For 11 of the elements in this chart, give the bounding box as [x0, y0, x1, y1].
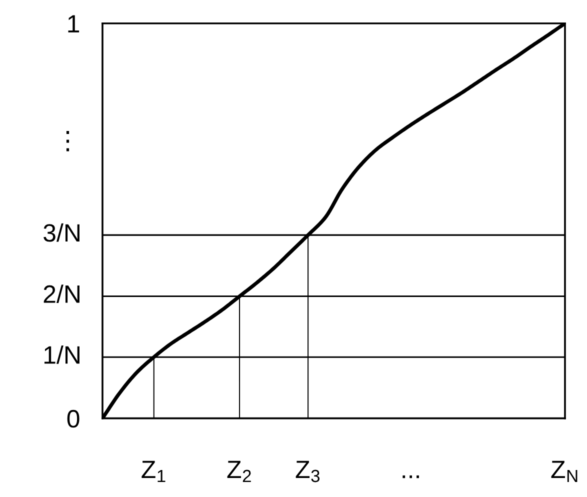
x-tick-label: Z$_{1}$ — [142, 460, 166, 482]
ref-line-label: 3/N — [44, 223, 80, 242]
y-tick-label: ⋮ — [66, 130, 70, 152]
x-tick-label: Z$_{N}$ — [551, 460, 578, 482]
y-tick-label: 1 — [68, 15, 80, 32]
y-tick-label: 0 — [67, 410, 80, 428]
x-tick-label: Z$_{2}$ — [227, 460, 251, 482]
ref-line-label: 2/N — [44, 284, 80, 303]
x-tick-label: Z$_{3}$ — [296, 460, 320, 482]
ref-line-label: 1/N — [44, 345, 80, 364]
x-tick-label: ... — [402, 475, 419, 478]
